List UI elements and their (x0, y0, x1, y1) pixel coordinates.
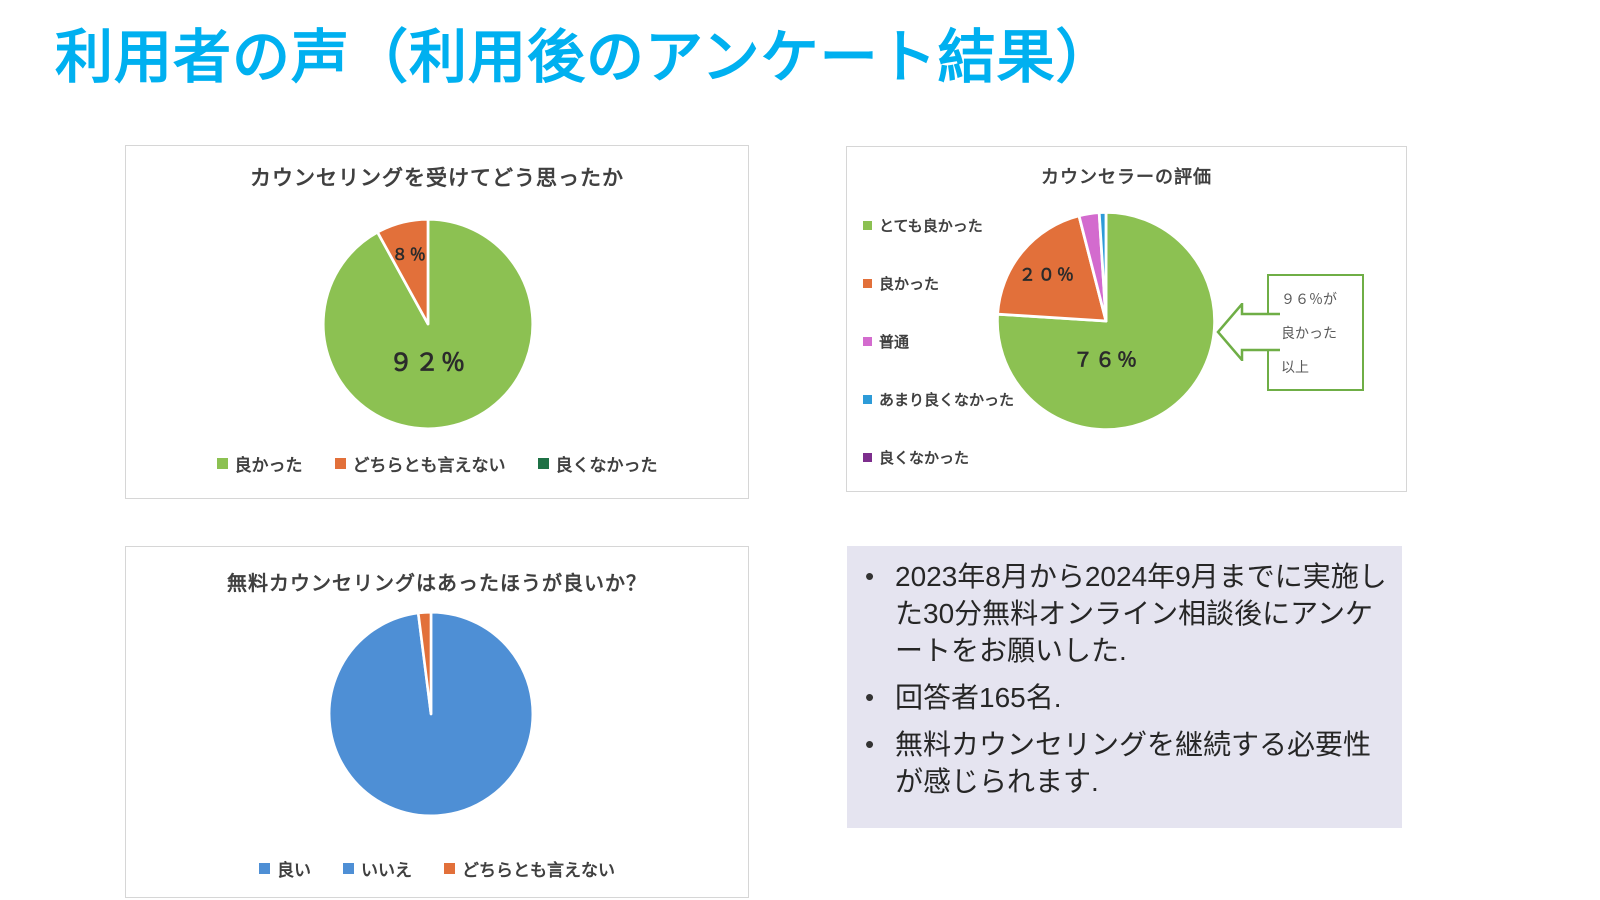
pie-data-label: ７６％ (1073, 349, 1139, 372)
note-bullet: 回答者165名. (863, 679, 1388, 716)
legend-label: どちらとも言えない (352, 456, 506, 475)
legend-label: 良かった (234, 456, 303, 475)
legend-marker-icon (863, 395, 872, 404)
legend-item: どちらとも言えない (334, 451, 506, 476)
pie-data-label: ８％ (391, 246, 428, 264)
chart-legend: 良い いいえ どちらとも言えない (126, 856, 748, 881)
callout-arrow-shape (1216, 303, 1280, 361)
chart-legend: 良かった どちらとも言えない 良くなかった (126, 451, 748, 476)
legend-label: 普通 (879, 334, 910, 351)
pie-chart-counselor-rating: ７６％ ２０％ (994, 209, 1218, 433)
pie-chart-free-counseling (326, 609, 536, 819)
chart-title: 無料カウンセリングはあったほうが良いか？ (227, 573, 647, 595)
legend-marker-icon (863, 279, 872, 288)
legend-marker-icon (537, 458, 549, 469)
legend-item: いいえ (343, 856, 412, 881)
chart-legend: とても良かった 良かった普通あまり良くなかった 良くなかった (863, 215, 1014, 468)
legend-item: 良くなかった (863, 447, 1014, 468)
pie-slice (1097, 210, 1108, 323)
notes-box: 2023年8月から2024年9月までに実施した30分無料オンライン相談後にアンケ… (847, 546, 1402, 828)
legend-marker-icon (863, 221, 872, 230)
legend-item: どちらとも言えない (444, 856, 615, 881)
pie-data-label: ２０％ (1018, 265, 1076, 285)
legend-item: 良い (259, 856, 311, 881)
legend-item: 普通 (863, 331, 1014, 352)
legend-marker-icon (334, 458, 346, 469)
chart-title: カウンセリングを受けてどう思ったか (250, 167, 624, 190)
page-title: 利用者の声（利用後のアンケート結果） (55, 25, 1115, 90)
notes-list: 2023年8月から2024年9月までに実施した30分無料オンライン相談後にアンケ… (863, 558, 1388, 800)
pie-data-label: ９２％ (389, 349, 467, 377)
legend-item: 良かった (216, 451, 303, 476)
pie-slice (995, 210, 1217, 431)
callout-box: ９６％が 良かった 以上 (1267, 274, 1364, 391)
legend-marker-icon (343, 863, 354, 874)
pie-slice (321, 217, 535, 431)
note-bullet: 2023年8月から2024年9月までに実施した30分無料オンライン相談後にアンケ… (863, 558, 1388, 669)
chart-panel-counselor-rating: カウンセラーの評価 とても良かった 良かった普通あまり良くなかった 良くなかった ７… (846, 146, 1407, 492)
legend-label: 良かった (879, 276, 940, 293)
pie-slice (996, 214, 1108, 323)
legend-label: 良い (277, 861, 311, 880)
callout-left-arrow-icon (1216, 303, 1280, 361)
chart-title: カウンセラーの評価 (1041, 167, 1212, 187)
legend-label: 良くなかった (555, 456, 658, 475)
legend-label: どちらとも言えない (462, 861, 615, 880)
legend-item: あまり良くなかった (863, 389, 1014, 410)
chart-panel-free-counseling: 無料カウンセリングはあったほうが良いか？ 良い いいえ どちらとも言えない (125, 546, 749, 898)
pie-chart-counseling-impression: ９２％ ８％ (320, 216, 536, 432)
legend-marker-icon (863, 337, 872, 346)
legend-marker-icon (259, 863, 270, 874)
legend-marker-icon (444, 863, 455, 874)
chart-panel-counseling-impression: カウンセリングを受けてどう思ったか ９２％ ８％ 良かった どちらとも言えない 良くな… (125, 145, 749, 499)
legend-label: 良くなかった (879, 450, 970, 467)
legend-label: とても良かった (879, 218, 983, 235)
legend-item: とても良かった (863, 215, 1014, 236)
legend-marker-icon (216, 458, 228, 469)
legend-item: 良くなかった (537, 451, 658, 476)
legend-label: あまり良くなかった (879, 392, 1015, 409)
legend-label: いいえ (361, 861, 412, 880)
note-bullet: 無料カウンセリングを継続する必要性が感じられます. (863, 726, 1388, 800)
pie-slice (416, 610, 433, 716)
legend-item: 良かった (863, 273, 1014, 294)
legend-marker-icon (863, 453, 872, 462)
pie-slice (376, 217, 430, 326)
